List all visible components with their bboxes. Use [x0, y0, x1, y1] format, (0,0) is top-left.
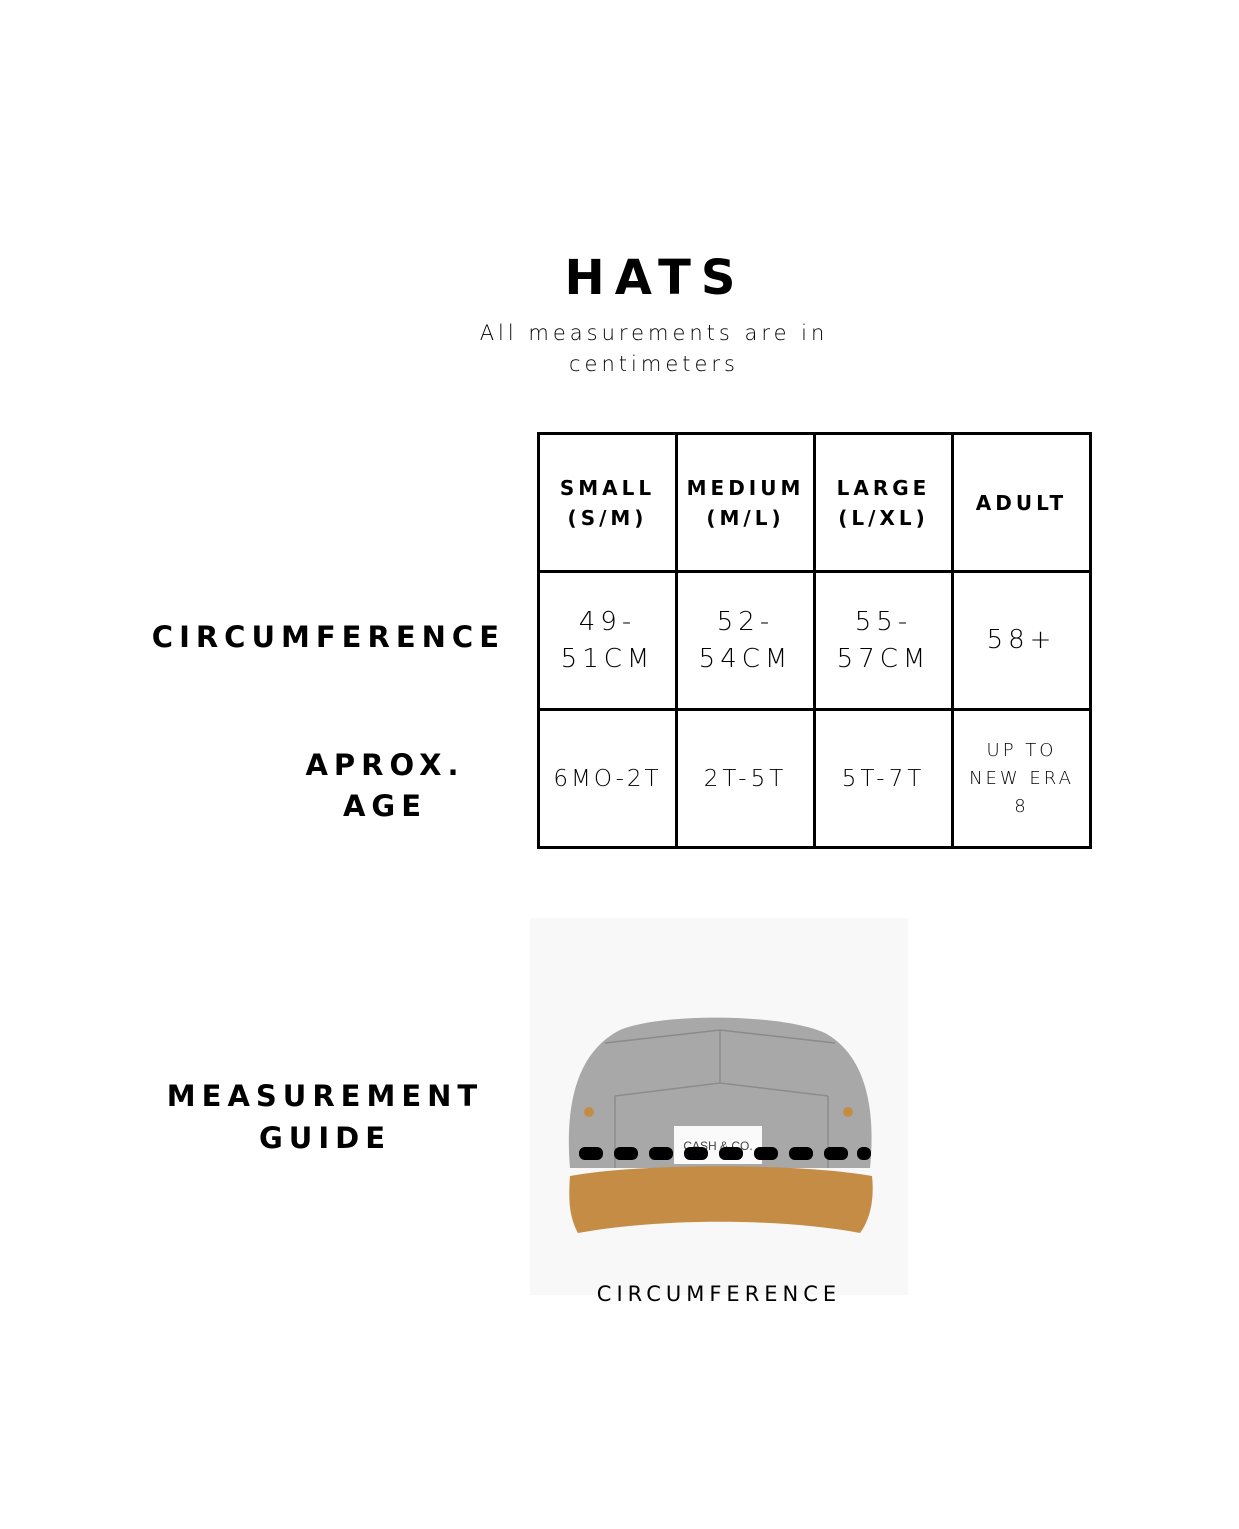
hat-illustration: CASH & CO.: [568, 1017, 873, 1233]
hat-crown: [568, 1017, 872, 1168]
cell-text: 6MO-2T: [553, 765, 662, 792]
header-adult: ADULT: [951, 432, 1092, 573]
cell-age-large: 5T-7T: [813, 708, 954, 849]
header-text: ADULT: [975, 490, 1068, 515]
page-title: HATS: [564, 250, 746, 306]
cell-age-small: 6MO-2T: [537, 708, 678, 849]
cell-text: 8: [1014, 795, 1029, 817]
cell-text: 2T-5T: [703, 765, 788, 792]
guide-label-line2: GUIDE: [258, 1121, 392, 1155]
cell-text: 55-: [854, 606, 913, 637]
header-small: SMALL (S/M): [537, 432, 678, 573]
cell-text: 57CM: [836, 643, 931, 674]
cell-text: 52-: [716, 606, 775, 637]
cell-text: NEW ERA: [969, 767, 1074, 789]
cell-text: 5T-7T: [841, 765, 926, 792]
eyelet-icon: [584, 1107, 594, 1117]
measurement-dashed-line: [579, 1147, 871, 1160]
header-large: LARGE (L/XL): [813, 432, 954, 573]
cell-text: 51CM: [560, 643, 655, 674]
header-text: LARGE: [836, 475, 931, 500]
cell-text: 54CM: [698, 643, 793, 674]
guide-label-line1: MEASUREMENT: [166, 1079, 484, 1113]
header-medium: MEDIUM (M/L): [675, 432, 816, 573]
table-row-age: 6MO-2T 2T-5T 5T-7T UP TO NEW ERA 8: [537, 708, 1092, 849]
row-label-age-line2: AGE: [342, 789, 428, 823]
eyelet-icon: [843, 1107, 853, 1117]
cell-circ-medium: 52- 54CM: [675, 570, 816, 711]
hat-brim: [569, 1166, 873, 1233]
size-chart-table: SMALL (S/M) MEDIUM (M/L) LARGE (L/XL) ADULT…: [537, 432, 1092, 849]
row-label-age: APROX. AGE: [300, 745, 470, 827]
header-subtext: (L/XL): [838, 505, 929, 530]
header-subtext: (M/L): [706, 505, 785, 530]
measurement-guide-label: MEASUREMENT GUIDE: [140, 1075, 510, 1159]
header-subtext: (S/M): [567, 505, 648, 530]
cell-age-adult: UP TO NEW ERA 8: [951, 708, 1092, 849]
page-subtitle: All measurements are in centimeters: [479, 321, 829, 376]
row-label-circumference: CIRCUMFERENCE: [151, 620, 505, 654]
cell-circ-large: 55- 57CM: [813, 570, 954, 711]
cell-circ-adult: 58+: [951, 570, 1092, 711]
photo-caption: CIRCUMFERENCE: [596, 1282, 842, 1306]
cell-text: 49-: [578, 606, 637, 637]
header-row: SMALL (S/M) MEDIUM (M/L) LARGE (L/XL) ADULT: [537, 432, 1092, 573]
cell-text: 58+: [986, 625, 1057, 655]
row-label-age-line1: APROX.: [305, 748, 465, 782]
cell-text: UP TO: [986, 739, 1057, 761]
header-text: MEDIUM: [686, 475, 805, 500]
cell-circ-small: 49- 51CM: [537, 570, 678, 711]
header-text: SMALL: [559, 475, 656, 500]
hat-photo: CASH & CO.: [530, 918, 908, 1295]
cell-age-medium: 2T-5T: [675, 708, 816, 849]
table-row-circumference: 49- 51CM 52- 54CM 55- 57CM 58+: [537, 570, 1092, 711]
